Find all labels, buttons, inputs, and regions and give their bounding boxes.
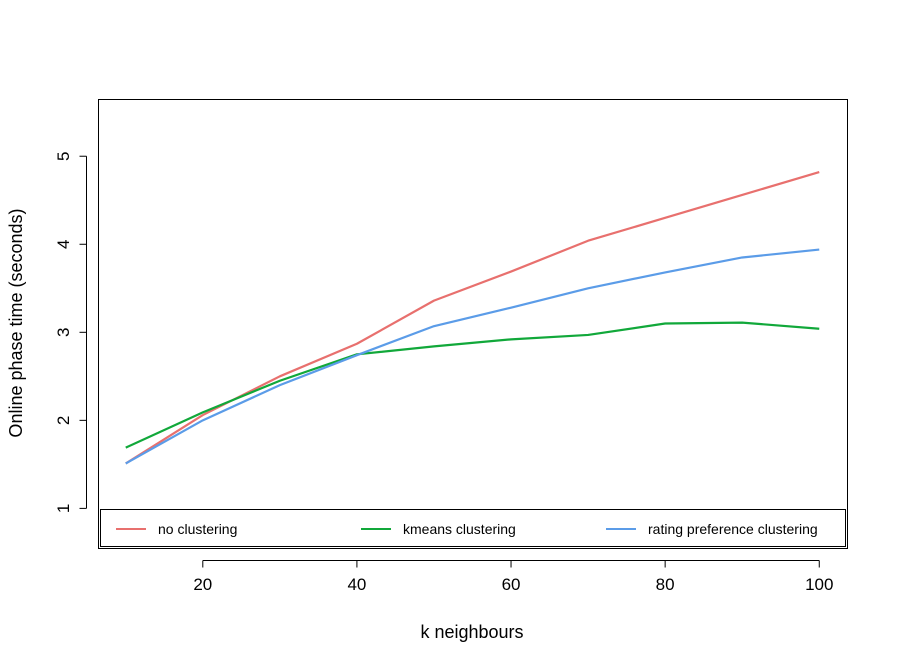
y-tick-label: 5 xyxy=(54,151,73,160)
x-tick-label: 100 xyxy=(805,575,833,594)
y-axis-title: Online phase time (seconds) xyxy=(6,208,26,437)
legend: no clustering kmeans clustering rating pre… xyxy=(100,509,846,547)
legend-label-2: kmeans clustering xyxy=(403,521,516,537)
legend-label-1: no clustering xyxy=(158,521,237,537)
x-tick-label: 20 xyxy=(193,575,212,594)
y-axis: 1 2 3 4 5 xyxy=(54,151,87,513)
x-tick-label: 80 xyxy=(656,575,675,594)
y-tick-label: 3 xyxy=(54,328,73,337)
y-tick-label: 2 xyxy=(54,416,73,425)
x-axis: 20 40 60 80 100 xyxy=(193,560,833,594)
series-line-3 xyxy=(125,248,820,465)
y-tick-label: 1 xyxy=(54,504,73,513)
y-tick-label: 4 xyxy=(54,240,73,249)
x-axis-title: k neighbours xyxy=(420,622,523,642)
legend-box xyxy=(100,509,846,547)
series-layer xyxy=(125,171,820,465)
x-tick-label: 60 xyxy=(502,575,521,594)
legend-label-3: rating preference clustering xyxy=(648,521,818,537)
series-line-2 xyxy=(125,321,820,449)
plot-frame xyxy=(98,99,848,549)
x-tick-label: 40 xyxy=(347,575,366,594)
